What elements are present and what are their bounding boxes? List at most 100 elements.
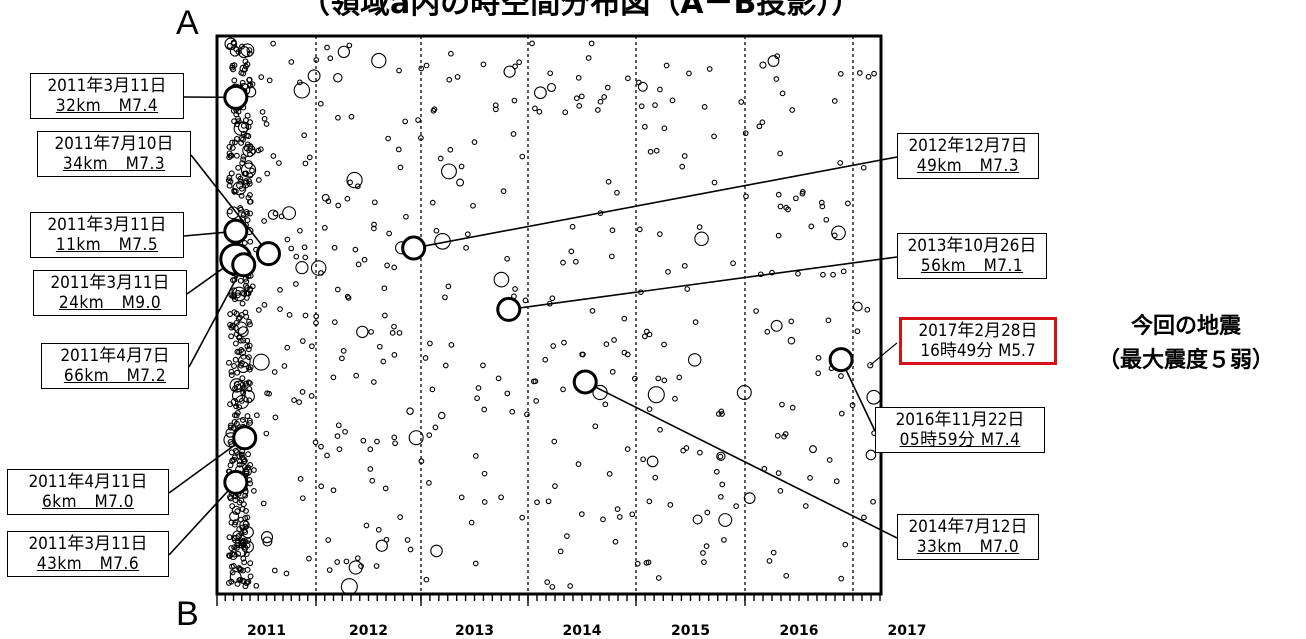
event-marker — [243, 278, 250, 285]
event-marker — [770, 549, 777, 556]
event-marker — [657, 86, 663, 93]
event-marker — [299, 495, 306, 502]
event-marker — [534, 86, 547, 100]
event-label-depth-magnitude: 24km M9.0 — [58, 293, 162, 313]
event-marker — [546, 82, 557, 93]
event-marker — [293, 82, 311, 99]
event-marker — [601, 94, 608, 100]
event-marker — [426, 432, 433, 439]
event-marker — [363, 522, 370, 529]
event-marker — [426, 480, 432, 486]
event-marker — [228, 372, 235, 379]
event-marker — [228, 441, 235, 448]
event-marker — [230, 66, 236, 73]
event-marker — [653, 147, 660, 154]
event-marker — [498, 494, 504, 501]
event-marker — [788, 318, 795, 325]
event-marker — [238, 497, 245, 504]
event-marker — [696, 224, 703, 230]
event-marker — [512, 286, 518, 292]
major-event-marker — [572, 369, 598, 395]
event-marker — [247, 145, 254, 152]
event-marker — [522, 297, 529, 304]
event-marker — [837, 160, 844, 166]
event-marker — [227, 424, 234, 431]
x-tick-label-2012: 2012 — [349, 623, 388, 639]
event-marker — [687, 353, 702, 367]
event-marker — [339, 355, 345, 362]
event-marker — [232, 519, 239, 526]
event-marker — [244, 141, 251, 148]
event-marker — [259, 109, 266, 115]
event-marker — [815, 354, 822, 361]
event-marker — [445, 283, 452, 290]
event-marker — [422, 355, 429, 361]
event-marker — [775, 232, 782, 239]
event-label-depth-magnitude: 6km M7.0 — [42, 492, 134, 512]
event-label: 2011年4月7日 66km M7.2 — [41, 343, 189, 389]
event-marker — [446, 76, 453, 83]
event-marker — [614, 189, 620, 196]
event-marker — [831, 225, 846, 241]
event-marker — [575, 461, 582, 467]
event-marker — [348, 560, 363, 575]
event-marker — [266, 77, 273, 84]
event-marker — [738, 99, 745, 105]
event-marker — [245, 354, 252, 361]
event-marker — [404, 537, 411, 543]
event-marker — [860, 164, 867, 171]
event-marker — [229, 503, 236, 510]
event-marker — [367, 446, 374, 453]
event-marker — [301, 132, 308, 139]
event-marker — [356, 325, 369, 339]
event-marker — [245, 346, 252, 353]
event-marker — [492, 106, 499, 113]
event-marker — [226, 174, 233, 181]
event-marker — [661, 125, 668, 132]
event-marker — [423, 576, 430, 583]
event-marker — [239, 416, 246, 423]
event-marker — [437, 155, 444, 162]
event-marker — [257, 146, 264, 153]
event-marker — [270, 40, 277, 47]
event-marker — [240, 353, 247, 360]
event-marker — [229, 144, 236, 151]
event-marker — [789, 107, 796, 113]
event-marker — [335, 422, 342, 429]
event-marker — [545, 498, 552, 505]
event-marker — [369, 477, 376, 484]
event-marker — [621, 315, 628, 322]
event-marker — [342, 428, 348, 435]
event-marker — [711, 179, 718, 186]
event-marker — [241, 527, 248, 534]
event-marker — [355, 183, 361, 190]
event-marker — [243, 132, 250, 139]
event-marker — [475, 385, 482, 391]
event-marker — [764, 328, 771, 335]
event-marker — [646, 498, 653, 505]
event-marker — [456, 178, 465, 187]
event-marker — [302, 254, 309, 261]
event-marker — [245, 194, 252, 201]
event-marker — [382, 485, 389, 492]
event-marker — [579, 351, 585, 358]
event-marker — [480, 362, 486, 369]
event-label-depth-magnitude: 66km M7.2 — [63, 366, 167, 386]
event-marker — [246, 342, 253, 349]
event-marker — [769, 269, 775, 276]
event-marker — [510, 131, 517, 137]
event-marker — [550, 343, 557, 349]
event-marker — [470, 202, 476, 209]
event-marker — [244, 284, 251, 291]
event-marker — [237, 516, 244, 523]
event-marker — [415, 117, 421, 123]
event-marker — [247, 419, 254, 426]
event-label: 2014年7月12日 33km M7.0 — [897, 514, 1039, 560]
event-marker — [604, 84, 611, 91]
event-marker — [232, 340, 239, 347]
event-marker — [808, 223, 815, 230]
event-marker — [819, 203, 826, 210]
event-marker — [237, 326, 249, 338]
event-marker — [271, 567, 278, 574]
event-marker — [495, 375, 502, 382]
